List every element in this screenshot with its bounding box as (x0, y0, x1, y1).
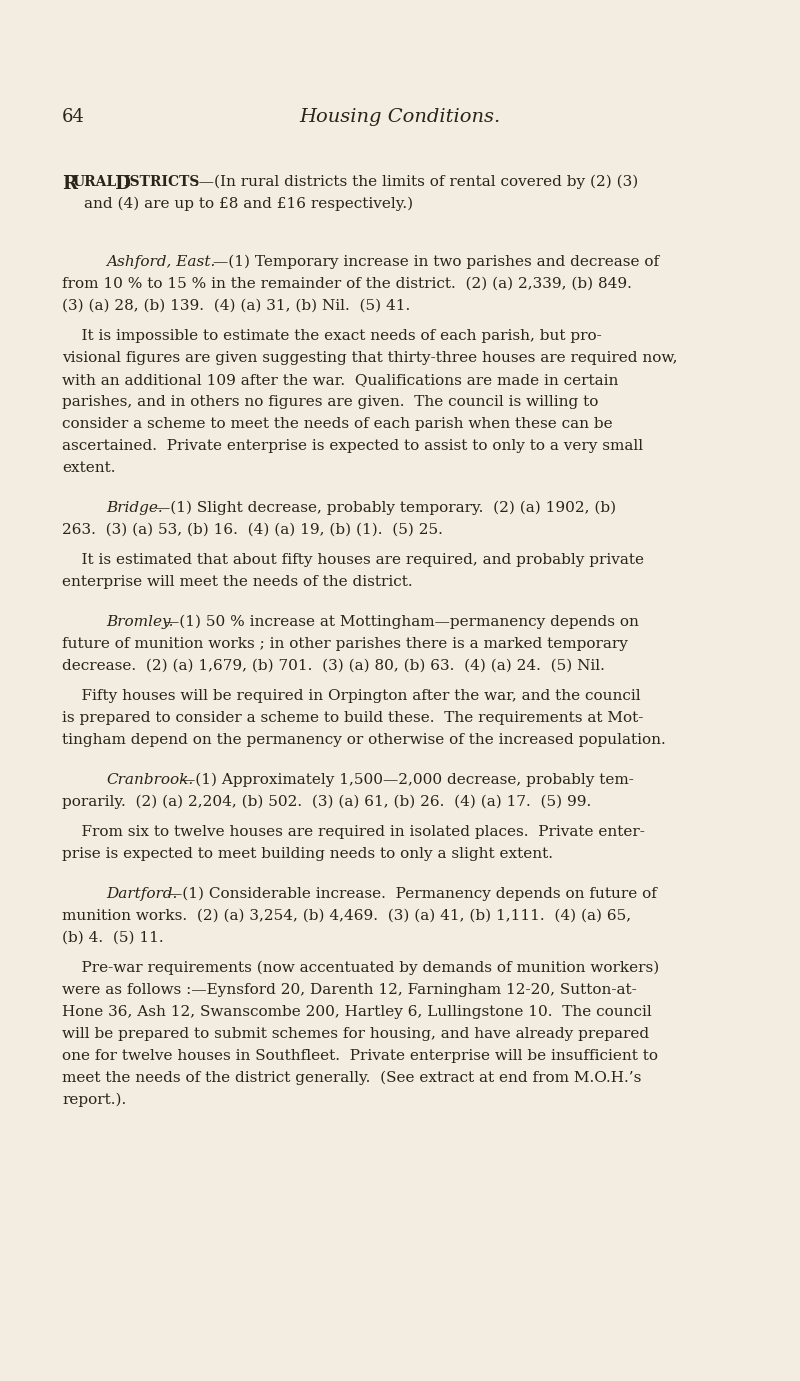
Text: Hone 36, Ash 12, Swanscombe 200, Hartley 6, Lullingstone 10.  The council: Hone 36, Ash 12, Swanscombe 200, Hartley… (62, 1005, 652, 1019)
Text: From six to twelve houses are required in isolated places.  Private enter­: From six to twelve houses are required i… (62, 824, 645, 840)
Text: —(1) Slight decrease, probably temporary.  (2) (a) 1902, (b): —(1) Slight decrease, probably temporary… (155, 501, 616, 515)
Text: extent.: extent. (62, 461, 115, 475)
Text: (3) (a) 28, (b) 139.  (4) (a) 31, (b) Nil.  (5) 41.: (3) (a) 28, (b) 139. (4) (a) 31, (b) Nil… (62, 300, 410, 313)
Text: 64: 64 (62, 108, 85, 126)
Text: munition works.  (2) (a) 3,254, (b) 4,469.  (3) (a) 41, (b) 1,111.  (4) (a) 65,: munition works. (2) (a) 3,254, (b) 4,469… (62, 909, 631, 923)
Text: meet the needs of the district generally.  (See extract at end from M.O.H.’s: meet the needs of the district generally… (62, 1072, 642, 1085)
Text: parishes, and in others no figures are given.  The council is willing to: parishes, and in others no figures are g… (62, 395, 598, 409)
Text: porarily.  (2) (a) 2,204, (b) 502.  (3) (a) 61, (b) 26.  (4) (a) 17.  (5) 99.: porarily. (2) (a) 2,204, (b) 502. (3) (a… (62, 795, 591, 809)
Text: future of munition works ; in other parishes there is a marked temporary: future of munition works ; in other pari… (62, 637, 628, 650)
Text: is prepared to consider a scheme to build these.  The requirements at Mot­: is prepared to consider a scheme to buil… (62, 711, 643, 725)
Text: with an additional 109 after the war.  Qualifications are made in certain: with an additional 109 after the war. Qu… (62, 373, 618, 387)
Text: Bromley.: Bromley. (106, 615, 174, 628)
Text: will be prepared to submit schemes for housing, and have already prepared: will be prepared to submit schemes for h… (62, 1027, 649, 1041)
Text: It is impossible to estimate the exact needs of each parish, but pro­: It is impossible to estimate the exact n… (62, 329, 602, 342)
Text: visional figures are given suggesting that thirty-three houses are required now,: visional figures are given suggesting th… (62, 351, 678, 365)
Text: Pre-war requirements (now accentuated by demands of munition workers): Pre-war requirements (now accentuated by… (62, 961, 659, 975)
Text: ISTRICTS: ISTRICTS (123, 175, 199, 189)
Text: were as follows :—Eynsford 20, Darenth 12, Farningham 12-20, Sutton-at-: were as follows :—Eynsford 20, Darenth 1… (62, 983, 637, 997)
Text: and (4) are up to £8 and £16 respectively.): and (4) are up to £8 and £16 respectivel… (84, 197, 413, 211)
Text: from 10 % to 15 % in the remainder of the district.  (2) (a) 2,339, (b) 849.: from 10 % to 15 % in the remainder of th… (62, 278, 632, 291)
Text: Housing Conditions.: Housing Conditions. (299, 108, 501, 126)
Text: —(1) Approximately 1,500—2,000 decrease, probably tem­: —(1) Approximately 1,500—2,000 decrease,… (180, 773, 634, 787)
Text: R: R (62, 175, 77, 193)
Text: one for twelve houses in Southfleet.  Private enterprise will be insufficient to: one for twelve houses in Southfleet. Pri… (62, 1050, 658, 1063)
Text: —(1) Considerable increase.  Permanency depends on future of: —(1) Considerable increase. Permanency d… (167, 887, 657, 902)
Text: decrease.  (2) (a) 1,679, (b) 701.  (3) (a) 80, (b) 63.  (4) (a) 24.  (5) Nil.: decrease. (2) (a) 1,679, (b) 701. (3) (a… (62, 659, 605, 673)
Text: (b) 4.  (5) 11.: (b) 4. (5) 11. (62, 931, 164, 945)
Text: report.).: report.). (62, 1092, 126, 1108)
Text: —(1) Temporary increase in two parishes and decrease of: —(1) Temporary increase in two parishes … (213, 255, 659, 269)
Text: Dartford.: Dartford. (106, 887, 178, 900)
Text: ascertained.  Private enterprise is expected to assist to only to a very small: ascertained. Private enterprise is expec… (62, 439, 643, 453)
Text: enterprise will meet the needs of the district.: enterprise will meet the needs of the di… (62, 574, 413, 590)
Text: Cranbrook.: Cranbrook. (106, 773, 194, 787)
Text: Bridge.: Bridge. (106, 501, 162, 515)
Text: —(1) 50 % increase at Mottingham—permanency depends on: —(1) 50 % increase at Mottingham—permane… (164, 615, 639, 630)
Text: It is estimated that about fifty houses are required, and probably private: It is estimated that about fifty houses … (62, 552, 644, 568)
Text: consider a scheme to meet the needs of each parish when these can be: consider a scheme to meet the needs of e… (62, 417, 613, 431)
Text: prise is expected to meet building needs to only a slight extent.: prise is expected to meet building needs… (62, 847, 553, 860)
Text: D: D (109, 175, 131, 193)
Text: 263.  (3) (a) 53, (b) 16.  (4) (a) 19, (b) (1).  (5) 25.: 263. (3) (a) 53, (b) 16. (4) (a) 19, (b)… (62, 523, 443, 537)
Text: Fifty houses will be required in Orpington after the war, and the council: Fifty houses will be required in Orpingt… (62, 689, 641, 703)
Text: tingham depend on the permanency or otherwise of the increased population.: tingham depend on the permanency or othe… (62, 733, 666, 747)
Text: URAL: URAL (73, 175, 117, 189)
Text: .—(In rural districts the limits of rental covered by (2) (3): .—(In rural districts the limits of rent… (194, 175, 638, 189)
Text: Ashford, East.: Ashford, East. (106, 255, 215, 269)
